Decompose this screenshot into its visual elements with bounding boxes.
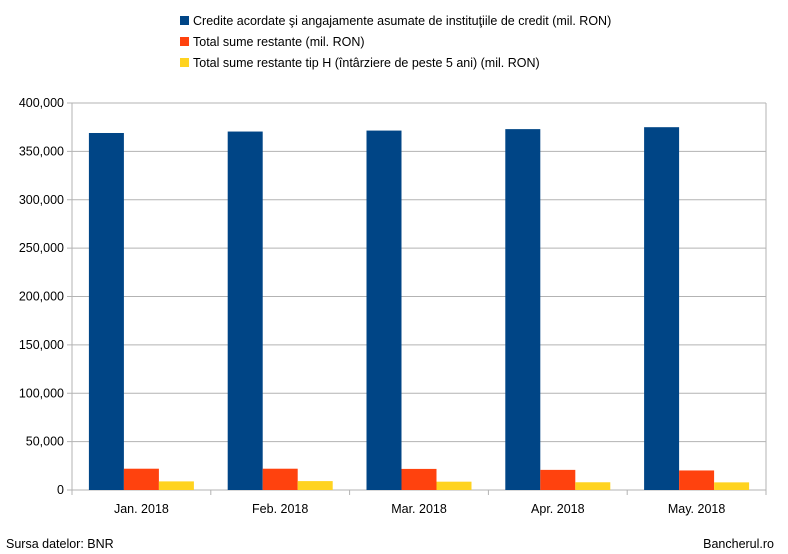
y-tick-label: 400,000	[19, 96, 64, 110]
bar-restante-h	[714, 482, 750, 490]
x-tick-label: Feb. 2018	[252, 502, 308, 516]
x-tick-label: Mar. 2018	[391, 502, 447, 516]
legend-item-restante-h: Total sume restante tip H (întârziere de…	[180, 52, 611, 73]
bar-restante-h	[158, 481, 194, 490]
bar-credite	[505, 129, 541, 490]
bar-restante-h	[575, 482, 611, 490]
bar-restante-h	[297, 481, 333, 490]
legend-label-restante-h: Total sume restante tip H (întârziere de…	[193, 55, 540, 70]
x-tick-label: May. 2018	[668, 502, 725, 516]
legend-label-restante: Total sume restante (mil. RON)	[193, 34, 365, 49]
x-tick-label: Apr. 2018	[531, 502, 585, 516]
legend-item-credite: Credite acordate şi angajamente asumate …	[180, 10, 611, 31]
y-tick-label: 200,000	[19, 290, 64, 304]
legend-item-restante: Total sume restante (mil. RON)	[180, 31, 611, 52]
chart-legend: Credite acordate şi angajamente asumate …	[180, 10, 611, 73]
bar-restante	[262, 468, 298, 490]
bar-credite	[644, 127, 680, 490]
bar-credite	[227, 131, 263, 490]
y-tick-label: 0	[57, 483, 64, 497]
brand-label: Bancherul.ro	[703, 537, 774, 551]
legend-swatch-restante-h	[180, 58, 189, 67]
y-tick-label: 350,000	[19, 144, 64, 158]
bar-restante-h	[436, 481, 472, 490]
bar-restante	[401, 468, 437, 490]
bar-restante	[123, 468, 159, 490]
bar-restante	[540, 469, 576, 490]
y-tick-label: 150,000	[19, 338, 64, 352]
y-tick-label: 100,000	[19, 386, 64, 400]
y-tick-label: 250,000	[19, 241, 64, 255]
y-tick-label: 50,000	[26, 435, 64, 449]
legend-swatch-credite	[180, 16, 189, 25]
bar-credite	[88, 132, 124, 490]
y-tick-label: 300,000	[19, 193, 64, 207]
bar-credite	[366, 130, 402, 491]
bar-restante	[679, 470, 715, 490]
legend-swatch-restante	[180, 37, 189, 46]
data-source-note: Sursa datelor: BNR	[6, 537, 114, 551]
legend-label-credite: Credite acordate şi angajamente asumate …	[193, 13, 612, 28]
x-tick-label: Jan. 2018	[114, 502, 169, 516]
